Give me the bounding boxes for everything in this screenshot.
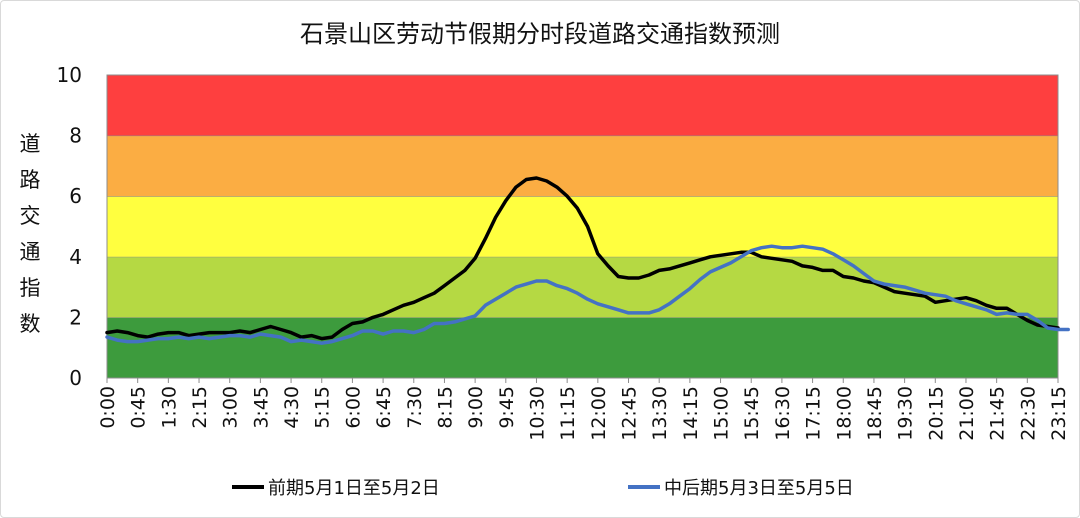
- y-tick-label-5: 10: [57, 63, 82, 87]
- x-tick-label-26: 19:30: [895, 386, 917, 441]
- x-tick-label-23: 17:15: [803, 386, 825, 441]
- band-0: [107, 317, 1058, 378]
- x-tick-label-29: 21:45: [987, 386, 1009, 441]
- x-tick-label-15: 11:15: [557, 386, 579, 441]
- x-tick-label-14: 10:30: [526, 386, 548, 441]
- y-axis-label-char-4: 指: [19, 276, 41, 300]
- legend-item-series-2: 中后期5月3日至5月5日: [628, 474, 854, 500]
- legend-label-series-1: 前期5月1日至5月2日: [268, 478, 440, 499]
- x-tick-label-1: 0:45: [128, 386, 150, 429]
- x-tick-label-7: 5:15: [312, 386, 334, 429]
- y-tick-label-2: 4: [69, 245, 82, 269]
- x-tick-label-21: 15:45: [741, 386, 763, 441]
- y-axis-label-char-5: 数: [19, 312, 41, 336]
- x-tick-label-28: 21:00: [956, 386, 978, 441]
- x-tick-label-25: 18:45: [864, 386, 886, 441]
- y-axis-label-char-3: 通: [19, 240, 41, 264]
- x-tick-label-20: 15:00: [711, 386, 733, 441]
- legend-swatch-series-2: [628, 485, 660, 489]
- y-tick-label-4: 8: [69, 124, 82, 148]
- x-tick-label-13: 9:45: [496, 386, 518, 429]
- x-tick-label-11: 8:15: [434, 386, 456, 429]
- x-tick-label-24: 18:00: [833, 386, 855, 441]
- x-tick-label-9: 6:45: [373, 386, 395, 429]
- legend-label-series-2: 中后期5月3日至5月5日: [664, 478, 854, 499]
- x-tick-label-27: 20:15: [925, 386, 947, 441]
- band-4: [107, 75, 1058, 136]
- y-tick-label-3: 6: [69, 184, 82, 208]
- series-line-2: [105, 244, 1070, 345]
- x-tick-label-5: 3:45: [250, 386, 272, 429]
- x-tick-label-16: 12:00: [588, 386, 610, 441]
- x-tick-label-30: 22:30: [1017, 386, 1039, 441]
- x-tick-label-0: 0:00: [97, 386, 119, 429]
- x-tick-label-17: 12:45: [619, 386, 641, 441]
- x-tick-label-2: 1:30: [158, 386, 180, 429]
- band-2: [107, 196, 1058, 257]
- series-line-1: [105, 176, 1060, 341]
- x-tick-label-22: 16:30: [772, 386, 794, 441]
- y-tick-label-1: 2: [69, 305, 82, 329]
- x-tick-label-3: 2:15: [189, 386, 211, 429]
- y-tick-label-0: 0: [69, 366, 82, 390]
- x-tick-label-19: 14:15: [680, 386, 702, 441]
- band-3: [107, 135, 1058, 197]
- chart-title: 石景山区劳动节假期分时段道路交通指数预测: [300, 20, 780, 48]
- y-axis-label: 道路交通指数: [16, 126, 44, 342]
- legend-swatch-series-1: [232, 485, 264, 489]
- x-tick-label-8: 6:00: [342, 386, 364, 429]
- x-tick-label-31: 23:15: [1048, 386, 1070, 441]
- x-tick-label-12: 9:00: [465, 386, 487, 429]
- x-tick-label-4: 3:00: [220, 386, 242, 429]
- x-tick-label-18: 13:30: [649, 386, 671, 441]
- y-axis-label-char-1: 路: [19, 168, 41, 192]
- y-axis-label-char-2: 交: [19, 204, 41, 228]
- band-1: [107, 256, 1058, 318]
- x-tick-label-10: 7:30: [404, 386, 426, 429]
- x-tick-label-6: 4:30: [281, 386, 303, 429]
- y-axis-label-char-0: 道: [19, 132, 41, 156]
- legend-item-series-1: 前期5月1日至5月2日: [232, 474, 440, 500]
